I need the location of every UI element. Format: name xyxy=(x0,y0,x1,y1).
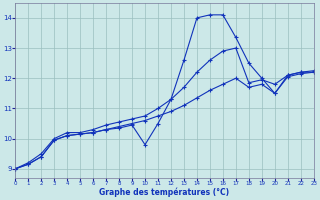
X-axis label: Graphe des températures (°C): Graphe des températures (°C) xyxy=(100,188,229,197)
